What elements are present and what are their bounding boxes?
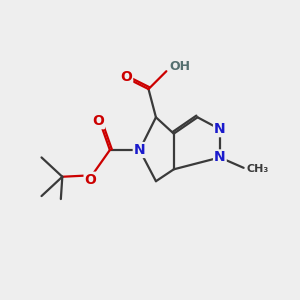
Text: N: N bbox=[134, 143, 146, 157]
Text: O: O bbox=[92, 114, 104, 128]
Text: O: O bbox=[85, 173, 97, 187]
Text: CH₃: CH₃ bbox=[247, 164, 269, 174]
Text: N: N bbox=[214, 150, 226, 164]
Text: OH: OH bbox=[169, 60, 190, 73]
Text: N: N bbox=[214, 122, 226, 136]
Text: O: O bbox=[120, 70, 132, 84]
